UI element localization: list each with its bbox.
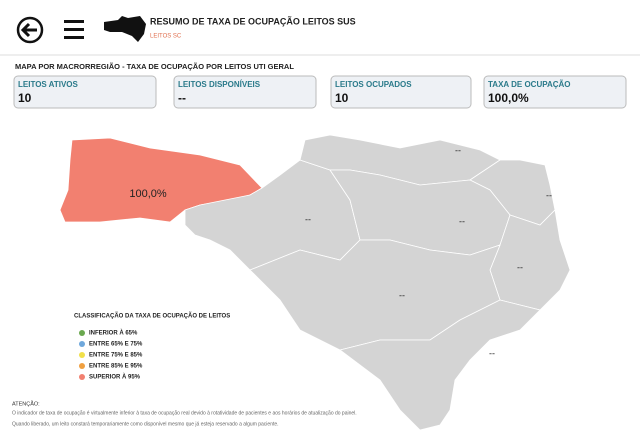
card-value: 100,0%: [488, 91, 529, 105]
card: [173, 75, 317, 109]
notice-line: Quando liberado, um leito constará tempo…: [12, 421, 279, 427]
region-label: --: [459, 216, 465, 226]
legend-dot: [79, 341, 85, 347]
state-icon: [104, 16, 146, 42]
card: [330, 75, 472, 109]
card-label: LEITOS DISPONÍVEIS: [178, 80, 261, 89]
map-region[interactable]: [249, 239, 501, 351]
card: [13, 75, 157, 109]
card-value: 10: [18, 91, 32, 105]
region-label: --: [305, 214, 311, 224]
notice-title: ATENÇÃO:: [12, 400, 40, 407]
legend-title: CLASSIFICAÇÃO DA TAXA DE OCUPAÇÃO DE LEI…: [74, 313, 230, 320]
region-label: --: [399, 290, 405, 300]
legend-label: SUPERIOR À 95%: [89, 374, 141, 381]
header-subtitle: LEITOS SC: [150, 34, 182, 40]
region-label: --: [546, 190, 552, 200]
map-title: MAPA POR MACRORREGIÃO - TAXA DE OCUPAÇÃO…: [15, 62, 294, 71]
legend-dot: [79, 374, 85, 380]
legend-dot: [79, 352, 85, 358]
legend-label: ENTRE 65% E 75%: [89, 342, 143, 348]
region-label: --: [455, 145, 461, 155]
card-value: 10: [335, 91, 349, 105]
back-button[interactable]: [16, 16, 44, 44]
legend-dot: [79, 330, 85, 336]
menu-button[interactable]: [64, 20, 84, 39]
legend-label: INFERIOR À 65%: [89, 330, 138, 337]
region-label: --: [489, 348, 495, 358]
header-title: RESUMO DE TAXA DE OCUPAÇÃO LEITOS SUS: [150, 16, 356, 26]
region-label: --: [517, 262, 523, 272]
card-label: LEITOS OCUPADOS: [335, 80, 412, 89]
card: [483, 75, 627, 109]
notice-line: O indicador de taxa de ocupação é virtua…: [12, 410, 357, 416]
card-label: TAXA DE OCUPAÇÃO: [488, 80, 571, 89]
map-region[interactable]: [339, 299, 541, 431]
card-label: LEITOS ATIVOS: [18, 80, 79, 89]
card-value: --: [178, 91, 186, 105]
region-label: 100,0%: [129, 188, 167, 200]
legend-label: ENTRE 85% E 95%: [89, 364, 143, 370]
legend-label: ENTRE 75% E 85%: [89, 353, 143, 359]
legend-dot: [79, 363, 85, 369]
